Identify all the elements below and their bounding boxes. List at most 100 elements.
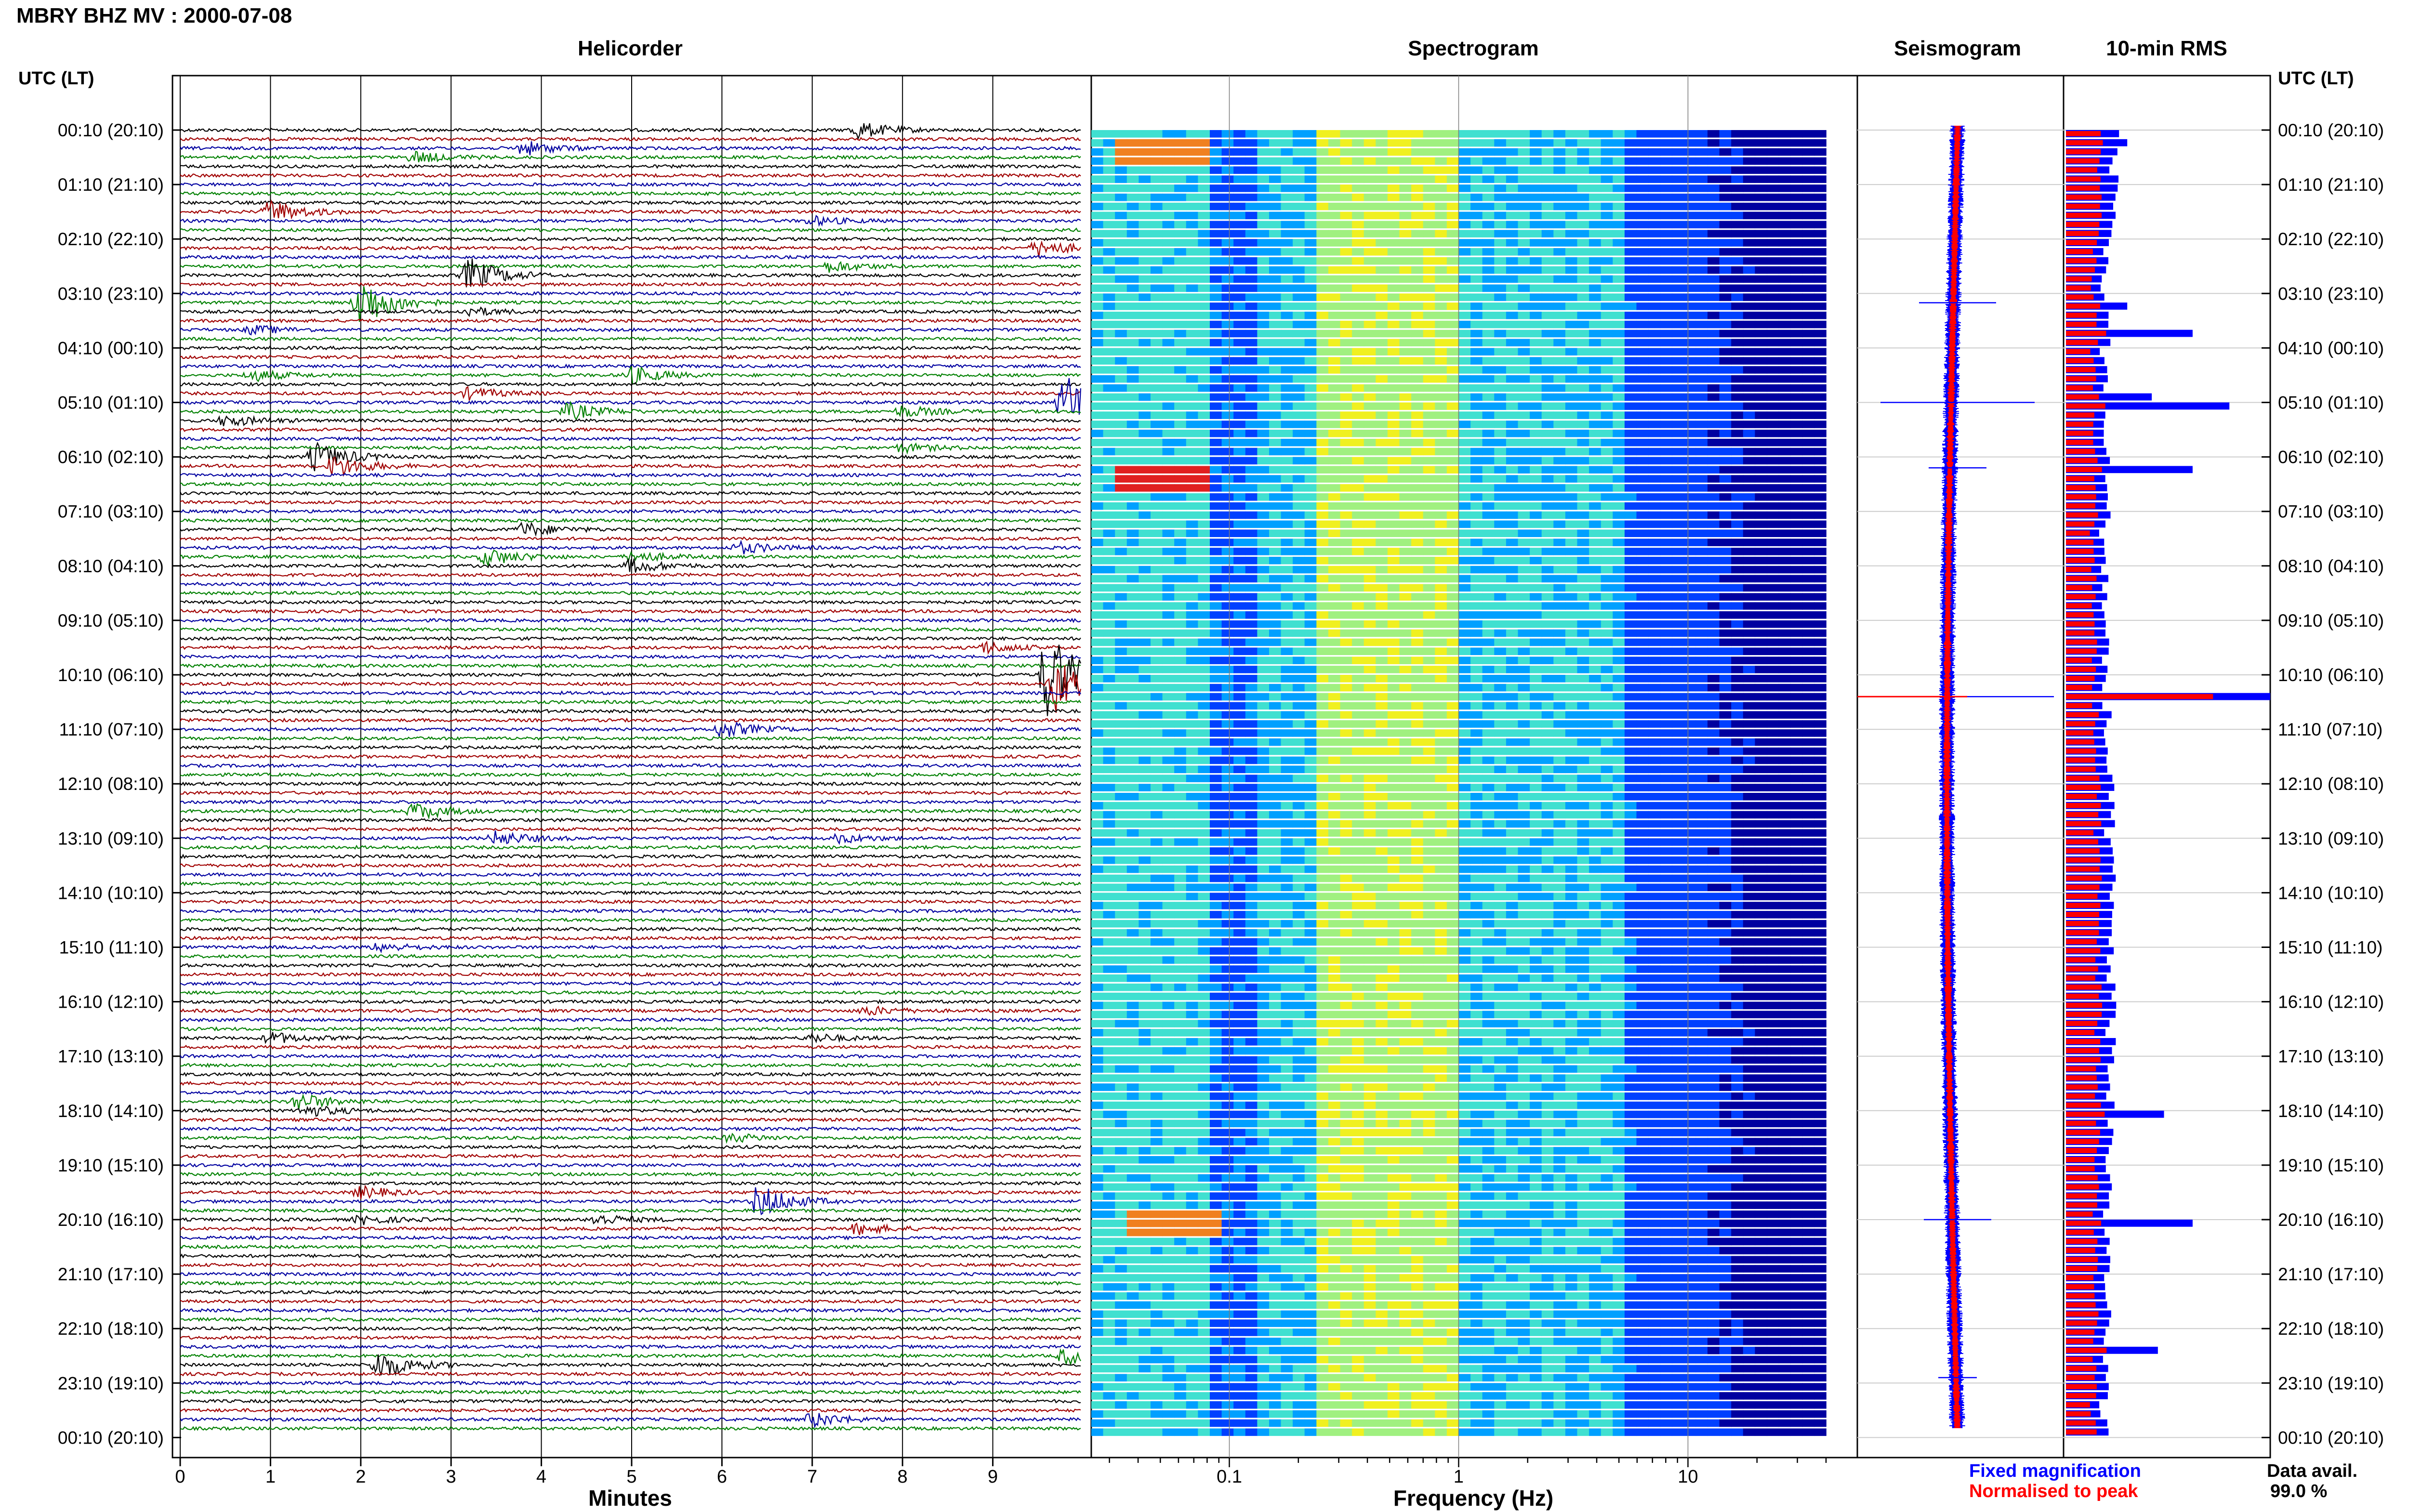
spectrogram-cell — [1162, 466, 1175, 473]
spectrogram-cell — [1446, 393, 1459, 401]
spectrogram-cell — [1257, 348, 1270, 355]
spectrogram-cell — [1387, 565, 1400, 574]
helicorder-trace — [180, 1214, 1081, 1225]
spectrogram-cell — [1518, 312, 1530, 319]
spectrogram-cell — [1636, 539, 1649, 546]
spectrogram-cell — [1103, 184, 1115, 192]
spectrogram-cell — [1624, 784, 1637, 791]
spectrogram-cell — [1103, 493, 1115, 501]
spectrogram-cell — [1565, 711, 1578, 719]
spectrogram-cell — [1683, 593, 1696, 601]
spectrogram-cell — [1210, 366, 1222, 374]
spectrogram-cell — [1589, 475, 1602, 483]
spectrogram-cell — [1103, 421, 1115, 428]
spectrogram-cell — [1423, 339, 1436, 347]
spectrogram-cell — [1648, 747, 1661, 755]
spectrogram-cell — [1518, 756, 1530, 764]
spectrogram-cell — [1162, 511, 1175, 519]
spectrogram-cell — [1304, 130, 1317, 138]
spectrogram-cell — [1648, 629, 1661, 637]
spectrogram-cell — [1281, 475, 1293, 483]
spectrogram-cell — [1530, 239, 1542, 247]
spectrogram-cell — [1613, 629, 1625, 637]
spectrogram-cell — [1707, 329, 1720, 338]
spectrogram-cell — [1115, 502, 1127, 510]
spectrogram-cell — [1328, 666, 1341, 673]
spectrogram-cell — [1281, 729, 1293, 737]
spectrogram-cell — [1589, 202, 1602, 210]
spectrogram-cell — [1411, 539, 1424, 546]
spectrogram-cell — [1446, 711, 1459, 719]
spectrogram-cell — [1719, 738, 1732, 746]
spectrogram-cell — [1198, 629, 1210, 637]
spectrogram-cell — [1530, 275, 1542, 283]
spectrogram-cell — [1328, 293, 1341, 301]
spectrogram-cell — [1755, 320, 1767, 329]
spectrogram-cell — [1731, 329, 1744, 338]
spectrogram-cell — [1458, 520, 1471, 528]
spectrogram-cell — [1565, 802, 1578, 810]
spectrogram-cell — [1151, 393, 1163, 401]
minute-tick-label: 1 — [265, 1467, 276, 1487]
spectrogram-cell — [1482, 539, 1495, 546]
spectrogram-cell — [1458, 693, 1471, 701]
spectrogram-cell — [1660, 675, 1672, 683]
spectrogram-cell — [1802, 720, 1815, 728]
spectrogram-cell — [1328, 302, 1341, 310]
spectrogram-cell — [1541, 602, 1554, 610]
data-avail-value: 99.0 % — [2270, 1481, 2328, 1501]
spectrogram-cell — [1126, 457, 1139, 465]
spectrogram-cell — [1446, 811, 1459, 819]
spectrogram-cell — [1245, 447, 1258, 456]
spectrogram-cell — [1790, 602, 1803, 610]
spectrogram-cell — [1103, 539, 1115, 546]
spectrogram-cell — [1636, 693, 1649, 701]
spectrogram-cell — [1162, 502, 1175, 510]
spectrogram-cell — [1126, 157, 1139, 165]
spectrogram-cell — [1446, 620, 1459, 628]
spectrogram-cell — [1304, 266, 1317, 274]
spectrogram-cell — [1648, 339, 1661, 347]
spectrogram-cell — [1221, 357, 1234, 365]
spectrogram-cell — [1221, 284, 1234, 292]
spectrogram-cell — [1174, 738, 1187, 746]
spectrogram-cell — [1743, 193, 1756, 201]
spectrogram-cell — [1103, 175, 1115, 183]
helicorder-trace — [180, 721, 1081, 737]
spectrogram-cell — [1210, 584, 1222, 592]
spectrogram-cell — [1138, 357, 1151, 365]
spectrogram-cell — [1814, 675, 1827, 683]
spectrogram-cell — [1601, 166, 1614, 174]
spectrogram-cell — [1470, 348, 1483, 355]
spectrogram-cell — [1387, 784, 1400, 791]
spectrogram-cell — [1281, 275, 1293, 283]
spectrogram-cell — [1126, 793, 1139, 801]
spectrogram-cell — [1387, 430, 1400, 437]
spectrogram-cell — [1446, 202, 1459, 210]
spectrogram-cell — [1387, 711, 1400, 719]
spectrogram-cell — [1518, 657, 1530, 664]
spectrogram-cell — [1387, 366, 1400, 374]
spectrogram-cell — [1174, 320, 1187, 329]
spectrogram-cell — [1719, 384, 1732, 392]
spectrogram-cell — [1316, 302, 1329, 310]
spectrogram-cell — [1530, 793, 1542, 801]
spectrogram-cell — [1233, 139, 1246, 147]
spectrogram-cell — [1162, 611, 1175, 619]
spectrogram-cell — [1174, 266, 1187, 274]
spectrogram-cell — [1613, 511, 1625, 519]
spectrogram-cell — [1186, 784, 1199, 791]
spectrogram-cell — [1790, 684, 1803, 692]
spectrogram-cell — [1363, 784, 1377, 791]
spectrogram-cell — [1138, 548, 1151, 555]
spectrogram-cell — [1328, 457, 1341, 465]
spectrogram-cell — [1802, 312, 1815, 319]
spectrogram-cell — [1565, 556, 1578, 565]
spectrogram-cell — [1648, 484, 1661, 492]
spectrogram-cell — [1541, 384, 1554, 392]
spectrogram-cell — [1577, 257, 1589, 265]
spectrogram-cell — [1743, 221, 1756, 229]
spectrogram-cell — [1601, 339, 1614, 347]
spectrogram-cell — [1198, 511, 1210, 519]
spectrogram-cell — [1328, 320, 1341, 329]
